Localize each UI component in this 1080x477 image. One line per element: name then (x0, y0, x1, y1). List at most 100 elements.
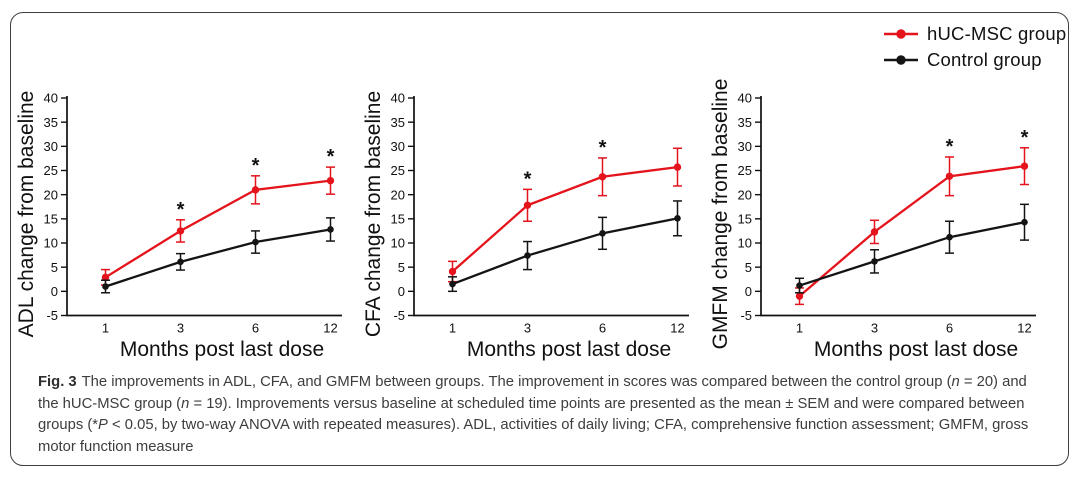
figure-caption-text: The improvements in ADL, CFA, and GMFM b… (38, 374, 1029, 455)
x-tick-label: 12 (1017, 321, 1031, 336)
y-tick-label: 15 (44, 211, 58, 226)
y-tick-label: 10 (738, 236, 752, 251)
data-point-marker (870, 228, 879, 236)
y-tick-label: 35 (44, 115, 58, 130)
y-tick-label: -5 (740, 308, 752, 323)
data-point-marker (449, 280, 456, 288)
y-tick-label: 30 (44, 139, 58, 154)
series-line (451, 165, 678, 273)
x-axis-title: Months post last dose (814, 338, 1018, 361)
series-line (798, 165, 1025, 298)
y-tick-label: 35 (391, 115, 405, 130)
data-point-marker (673, 163, 682, 171)
x-tick-label: 12 (323, 321, 337, 336)
figure-card: -5 0 5 10 15 20 25 30 35 40 1 3 6 12 ADL change from b… (10, 12, 1069, 466)
figure-caption: Fig. 3 The improvements in ADL, CFA, and … (38, 372, 1044, 458)
chart-legend: hUC-MSC group Control group (883, 23, 1066, 71)
y-tick-label: 25 (391, 163, 405, 178)
x-tick-label: 12 (670, 321, 684, 336)
y-tick-label: 30 (391, 139, 405, 154)
significance-asterisk: * (1021, 127, 1029, 149)
x-tick-label: 1 (796, 321, 803, 336)
significance-asterisk: * (177, 199, 185, 221)
legend-label: hUC-MSC group (927, 23, 1067, 44)
y-tick-label: 0 (398, 284, 405, 299)
x-tick-label: 1 (102, 321, 109, 336)
y-tick-label: 10 (391, 236, 405, 251)
data-point-marker (101, 273, 110, 282)
x-tick-label: 6 (946, 321, 953, 336)
x-tick-label: 3 (177, 321, 184, 336)
data-point-marker (945, 172, 954, 180)
data-point-marker (1020, 162, 1029, 170)
series-control (795, 203, 1029, 294)
y-axis-title: ADL change from baseline (15, 91, 38, 338)
data-point-marker (327, 226, 334, 233)
significance-asterisk: * (599, 137, 607, 159)
y-tick-label: 0 (51, 284, 58, 299)
data-point-marker (795, 292, 804, 300)
figure-label: Fig. 3 (38, 374, 77, 390)
x-tick-label: 3 (871, 321, 878, 336)
data-point-marker (796, 282, 803, 289)
significance-asterisk: * (252, 155, 260, 177)
y-tick-label: 25 (738, 163, 752, 178)
series-control (101, 217, 335, 294)
series-control (448, 200, 682, 293)
data-point-marker (598, 173, 607, 181)
series-huc-msc: ** (795, 127, 1029, 306)
series-line (799, 221, 1025, 287)
data-point-marker (1021, 218, 1028, 226)
chart-gmfm: -5 0 5 10 15 20 25 30 35 40 1 3 6 12 GMFM change from … (709, 79, 1036, 361)
y-tick-label: 40 (44, 91, 58, 106)
series-line (104, 179, 331, 279)
legend-item-control: Control group (883, 49, 1066, 71)
axes: -5 0 5 10 15 20 25 30 35 40 1 3 6 12 (44, 91, 342, 336)
y-tick-label: 35 (738, 115, 752, 130)
series-huc-msc: ** (448, 137, 682, 283)
data-point-marker (524, 252, 531, 259)
series-huc-msc: * * * (101, 146, 335, 286)
y-tick-label: 5 (51, 260, 58, 275)
data-point-marker (102, 283, 109, 290)
y-tick-label: -5 (393, 308, 405, 323)
y-tick-label: 10 (44, 236, 58, 251)
y-tick-label: 20 (44, 187, 58, 202)
series-line (105, 228, 331, 288)
x-axis-title: Months post last dose (467, 338, 671, 361)
legend-label: Control group (927, 49, 1042, 70)
legend-item-huc-msc: hUC-MSC group (883, 23, 1066, 45)
legend-line-marker-icon (884, 55, 918, 65)
x-tick-label: 6 (599, 321, 606, 336)
y-axis-title: GMFM change from baseline (709, 79, 732, 350)
data-point-marker (448, 267, 457, 276)
y-tick-label: 20 (391, 187, 405, 202)
x-tick-label: 1 (449, 321, 456, 336)
axes: -5 0 5 10 15 20 25 30 35 40 1 3 6 12 (738, 91, 1036, 336)
y-tick-label: 15 (738, 211, 752, 226)
x-axis-title: Months post last dose (120, 338, 324, 361)
data-point-marker (599, 230, 606, 237)
legend-line-marker-icon (884, 29, 918, 39)
chart-cfa: -5 0 5 10 15 20 25 30 35 40 1 3 6 12 CFA change from b… (362, 91, 689, 361)
series-line (452, 217, 678, 286)
y-tick-label: 0 (745, 284, 752, 299)
data-point-marker (251, 186, 260, 194)
y-tick-label: 15 (391, 211, 405, 226)
data-point-marker (177, 258, 184, 266)
y-tick-label: 25 (44, 163, 58, 178)
y-tick-label: 5 (745, 260, 752, 275)
y-tick-label: 40 (738, 91, 752, 106)
data-point-marker (674, 215, 681, 222)
data-point-marker (326, 176, 335, 185)
y-tick-label: 5 (398, 260, 405, 275)
x-tick-label: 6 (252, 321, 259, 336)
data-point-marker (871, 258, 878, 265)
y-tick-label: 40 (391, 91, 405, 106)
significance-asterisk: * (946, 136, 954, 158)
y-tick-label: 20 (738, 187, 752, 202)
data-point-marker (523, 201, 532, 209)
y-tick-label: 30 (738, 139, 752, 154)
significance-asterisk: * (524, 168, 532, 190)
